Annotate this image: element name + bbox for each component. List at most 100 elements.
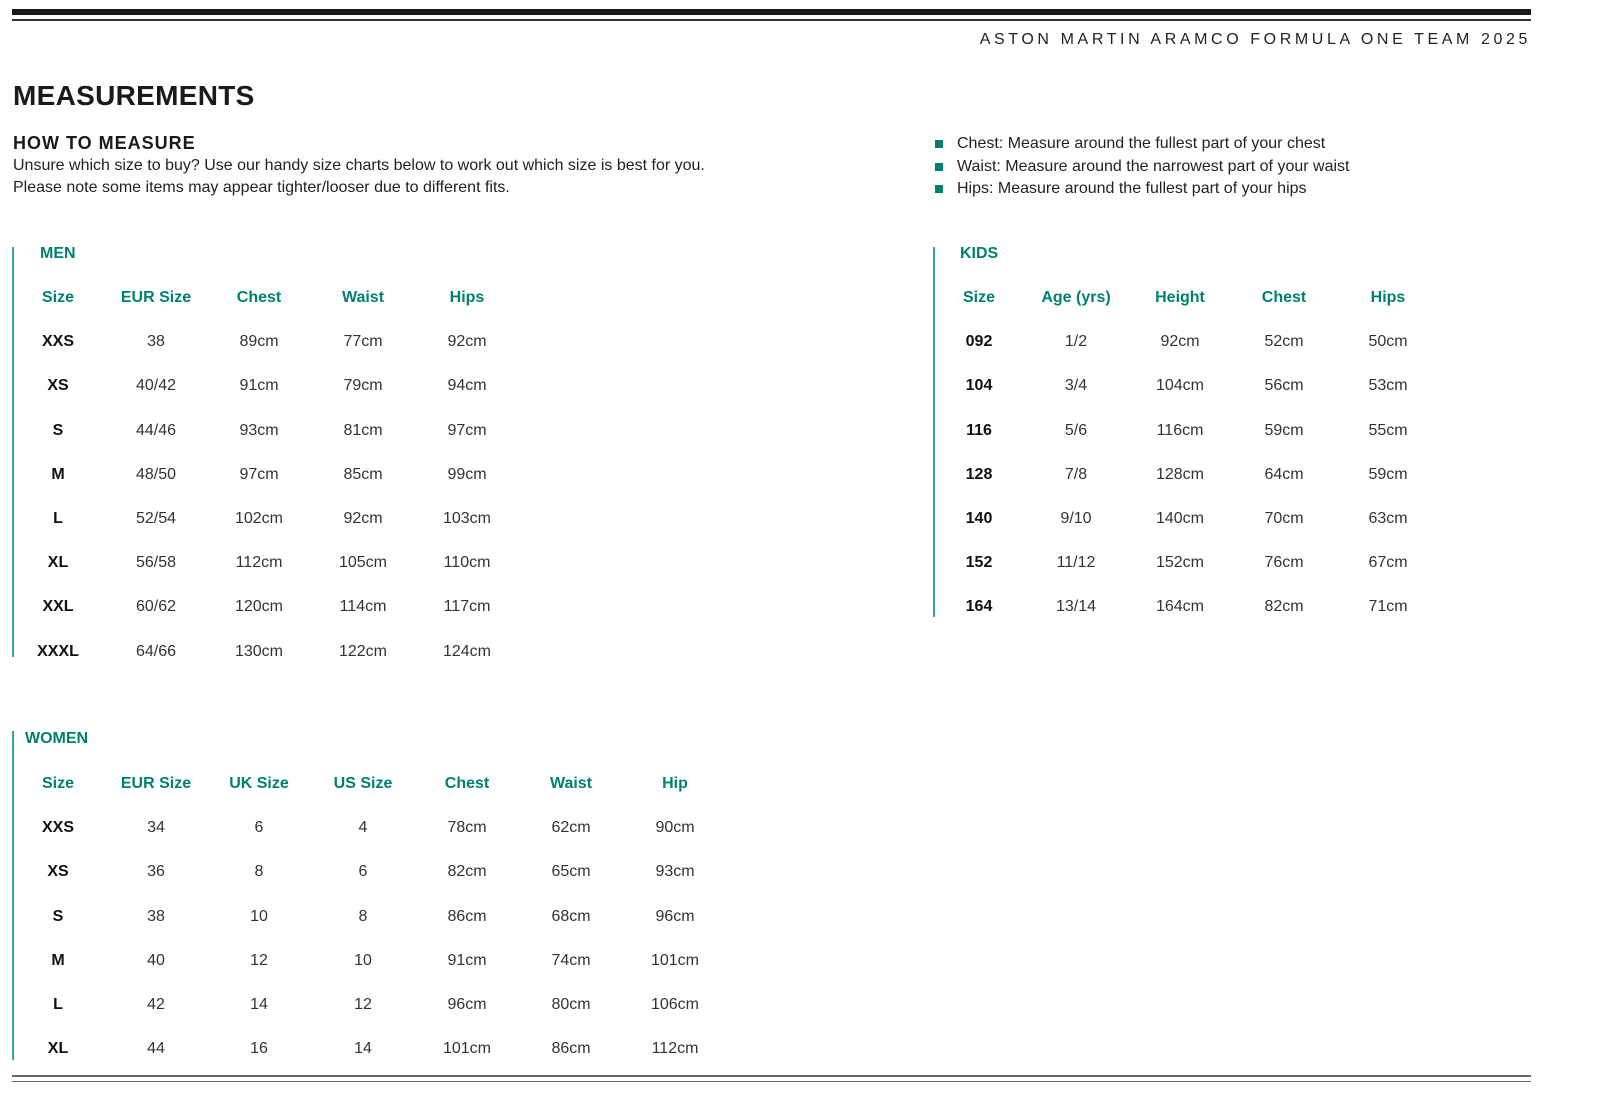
- table-cell: 34: [147, 819, 165, 837]
- row-size-label: XL: [47, 1040, 69, 1058]
- table-cell: 76cm: [1264, 554, 1304, 572]
- table-cell: 110cm: [443, 554, 491, 572]
- table-cell: 36: [147, 863, 165, 881]
- row-size-label: L: [53, 510, 63, 527]
- tip-hips: Hips: Measure around the fullest part of…: [935, 178, 1349, 201]
- tip-text: Hips: Measure around the fullest part of…: [957, 180, 1307, 198]
- table-cell: 104cm: [1155, 377, 1205, 395]
- column-header: UK Size: [229, 775, 289, 792]
- brand-title: ASTON MARTIN ARAMCO FORMULA ONE TEAM 202…: [979, 31, 1531, 48]
- table-cell: 12: [354, 996, 372, 1013]
- row-size-label: 128: [965, 465, 993, 483]
- row-size-label: XXL: [42, 598, 74, 616]
- table-cell: 56cm: [1264, 377, 1304, 395]
- table-cell: 101cm: [442, 1040, 492, 1058]
- table-cell: 78cm: [447, 819, 487, 837]
- tip-waist: Waist: Measure around the narrowest part…: [935, 156, 1349, 179]
- table-cell: 97cm: [239, 465, 279, 483]
- row-size-label: XS: [47, 863, 69, 881]
- table-cell: 14: [250, 996, 268, 1013]
- table-cell: 91cm: [239, 377, 279, 395]
- table-cell: 52/54: [135, 510, 177, 527]
- how-to-heading: HOW TO MEASURE: [13, 133, 196, 153]
- table-cell: 16: [250, 1040, 268, 1058]
- column-header: Hip: [662, 775, 688, 792]
- women-label: WOMEN: [25, 730, 89, 747]
- table-cell: 4: [358, 819, 368, 837]
- table-cell: 77cm: [343, 333, 383, 351]
- kids-label: KIDS: [960, 245, 999, 262]
- tip-chest: Chest: Measure around the fullest part o…: [935, 133, 1349, 156]
- table-cell: 93cm: [239, 421, 279, 439]
- column-header: Age (yrs): [1041, 289, 1111, 306]
- table-cell: 116cm: [1156, 421, 1204, 439]
- column-header: US Size: [333, 775, 393, 792]
- table-cell: 70cm: [1264, 510, 1304, 527]
- row-size-label: 164: [965, 598, 993, 616]
- table-cell: 91cm: [447, 951, 487, 969]
- bullet-square-icon: [935, 185, 943, 194]
- bottom-rule: [12, 1075, 1531, 1077]
- table-cell: 44/46: [135, 421, 177, 439]
- table-cell: 7/8: [1064, 465, 1088, 483]
- column-header: Hips: [1370, 289, 1406, 306]
- table-cell: 59cm: [1264, 421, 1304, 439]
- row-size-label: M: [51, 465, 65, 483]
- table-cell: 10: [250, 907, 268, 925]
- column-header: Chest: [444, 775, 490, 792]
- table-cell: 1/2: [1064, 333, 1088, 351]
- table-cell: 128cm: [1155, 465, 1205, 483]
- row-size-label: 116: [966, 421, 992, 439]
- women-divider: [12, 731, 14, 1060]
- row-size-label: M: [51, 951, 65, 969]
- table-cell: 105cm: [338, 554, 388, 572]
- row-size-label: XL: [47, 554, 69, 572]
- table-cell: 42: [147, 996, 165, 1013]
- column-header: Waist: [549, 775, 593, 792]
- bottom-rule-thin: [12, 1081, 1531, 1082]
- table-cell: 81cm: [343, 421, 383, 439]
- table-cell: 164cm: [1155, 598, 1205, 616]
- intro-line-2: Please note some items may appear tighte…: [13, 179, 510, 196]
- table-cell: 117cm: [443, 598, 491, 616]
- row-size-label: XXS: [41, 819, 74, 837]
- table-cell: 52cm: [1264, 333, 1304, 351]
- column-header: Size: [962, 289, 995, 306]
- table-cell: 90cm: [655, 819, 695, 837]
- kids-divider: [933, 247, 935, 617]
- top-rule-thick: [12, 9, 1531, 15]
- table-cell: 55cm: [1368, 421, 1408, 439]
- table-cell: 96cm: [655, 907, 695, 925]
- table-cell: 112cm: [235, 554, 283, 572]
- column-header: Size: [41, 289, 74, 306]
- table-cell: 8: [358, 907, 368, 925]
- table-cell: 65cm: [551, 863, 591, 881]
- table-cell: 97cm: [447, 421, 487, 439]
- row-size-label: XS: [47, 377, 69, 395]
- table-cell: 82cm: [447, 863, 487, 881]
- tip-text: Chest: Measure around the fullest part o…: [957, 135, 1326, 153]
- table-cell: 82cm: [1264, 598, 1304, 616]
- row-size-label: XXS: [41, 333, 74, 351]
- table-cell: 64cm: [1264, 465, 1304, 483]
- table-cell: 120cm: [234, 598, 284, 616]
- table-cell: 40/42: [135, 377, 177, 395]
- row-size-label: 092: [965, 333, 993, 351]
- measure-tips: Chest: Measure around the fullest part o…: [935, 133, 1349, 201]
- column-header: Waist: [341, 289, 385, 306]
- table-cell: 68cm: [551, 907, 591, 925]
- table-cell: 64/66: [135, 642, 177, 660]
- row-size-label: 140: [965, 510, 993, 527]
- column-header: Chest: [1261, 289, 1307, 306]
- table-cell: 99cm: [447, 465, 487, 483]
- table-cell: 102cm: [234, 510, 284, 527]
- table-cell: 122cm: [338, 642, 388, 660]
- table-cell: 71cm: [1368, 598, 1408, 616]
- table-cell: 12: [250, 951, 268, 969]
- row-size-label: S: [52, 421, 64, 439]
- table-cell: 92cm: [447, 333, 487, 351]
- table-cell: 5/6: [1064, 421, 1088, 439]
- table-cell: 140cm: [1155, 510, 1205, 527]
- table-cell: 89cm: [239, 333, 279, 351]
- table-cell: 60/62: [135, 598, 177, 616]
